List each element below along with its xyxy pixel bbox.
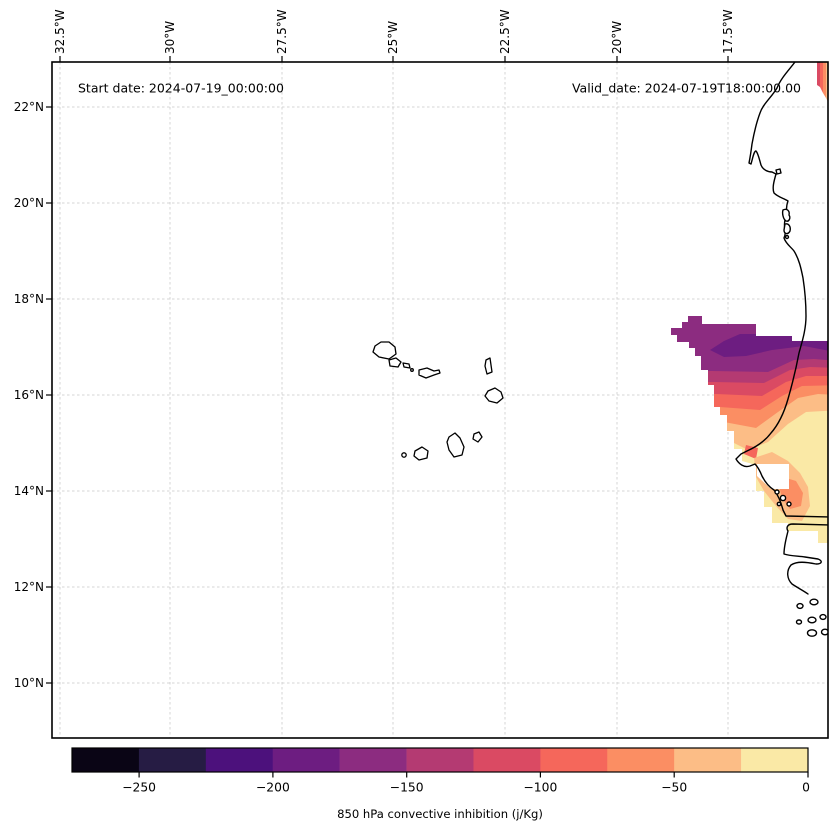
bijagos-island [819, 613, 827, 621]
arguin-island-1 [781, 208, 791, 222]
colorbar-segment [473, 748, 541, 772]
colorbar-segment [339, 748, 407, 772]
colorbar-tick-label: 0 [802, 781, 810, 795]
valid-date-annotation: Valid_date: 2024-07-19T18:00:00.00 [572, 81, 801, 96]
saloum-islet [786, 501, 792, 507]
start-date-annotation: Start date: 2024-07-19_00:00:00 [78, 81, 284, 96]
island-sal [484, 357, 493, 375]
colorbar-segment [138, 748, 207, 772]
lat-tick-label: 20°N [14, 196, 44, 210]
lat-tick-label: 14°N [14, 484, 44, 498]
cape-verde-islands [372, 341, 504, 461]
lon-tick-label: 27.5°W [275, 9, 289, 54]
coastal-salmon-pocket [744, 445, 758, 459]
colorbar-tick-labels: −250 −200 −150 −100 −50 0 [122, 781, 810, 795]
longitude-tick-labels: 32.5°W 30°W 27.5°W 25°W 22.5°W 20°W 17.5… [53, 9, 735, 54]
coastlines [372, 62, 828, 637]
colorbar-segment [72, 748, 140, 772]
island-sao-nicolau [418, 367, 441, 379]
bijagos-island [796, 602, 804, 610]
colorbar-segment [272, 748, 340, 772]
island-sao-vicente [388, 357, 402, 368]
colorbar-segment [607, 748, 675, 772]
island-boa-vista [484, 387, 504, 404]
lat-tick-label: 10°N [14, 676, 44, 690]
colorbar-tick-label: −150 [390, 781, 424, 795]
saloum-islet [776, 501, 782, 507]
colorbar-segment [741, 748, 808, 772]
bijagos-island [807, 616, 817, 624]
corner-band-orange [823, 62, 826, 98]
arguin-islet [784, 234, 790, 240]
axes-frame [51, 61, 829, 739]
colorbar-segment [406, 748, 474, 772]
gambia-casamance-coastline-path [783, 523, 828, 595]
islet-x [775, 168, 782, 175]
colorbar-tick-label: −100 [524, 781, 558, 795]
africa-coastline-path [735, 62, 828, 518]
colorbar-ticks [138, 772, 809, 778]
lon-tick-label: 17.5°W [721, 9, 735, 54]
colorbar-label: 850 hPa convective inhibition (j/Kg) [337, 807, 543, 821]
corner-band-salmon [820, 62, 823, 93]
lon-tick-label: 22.5°W [498, 9, 512, 54]
latitude-tick-labels: 22°N 20°N 18°N 16°N 14°N 12°N 10°N [14, 100, 44, 690]
bijagos-island [806, 629, 818, 637]
colorbar: −250 −200 −150 −100 −50 0 850 hPa convec… [71, 747, 810, 821]
islet [410, 368, 414, 372]
colorbar-segment [205, 748, 274, 772]
bijagos-island [820, 628, 828, 636]
colorbar-segments [72, 748, 808, 772]
lon-tick-label: 30°W [163, 21, 177, 54]
island-maio [472, 431, 483, 443]
lat-tick-label: 18°N [14, 292, 44, 306]
colorbar-tick-label: −50 [661, 781, 687, 795]
corner-band-pink [817, 62, 820, 87]
colorbar-tick-label: −200 [256, 781, 290, 795]
island-santiago [446, 432, 465, 458]
colorbar-segment [674, 748, 742, 772]
bijagos-island [809, 598, 819, 606]
lat-tick-label: 12°N [14, 580, 44, 594]
colorbar-tick-label: −250 [122, 781, 156, 795]
axis-ticks [46, 56, 729, 684]
arguin-island-2 [783, 223, 791, 235]
saloum-islet [779, 494, 787, 502]
island-fogo [413, 446, 429, 461]
lat-tick-label: 16°N [14, 388, 44, 402]
lon-tick-label: 20°W [610, 21, 624, 54]
dakar-white-notch [757, 464, 789, 489]
small-coastal-islands [774, 168, 828, 637]
colorbar-frame [71, 747, 809, 773]
island-brava [401, 452, 407, 458]
lon-tick-label: 32.5°W [53, 9, 67, 54]
graticule-gridlines [52, 62, 828, 738]
island-santa-luzia [402, 362, 411, 369]
lat-tick-label: 22°N [14, 100, 44, 114]
lon-tick-label: 25°W [386, 21, 400, 54]
colorbar-segment [540, 748, 608, 772]
saloum-islet [774, 489, 780, 495]
island-santo-antao [372, 341, 397, 360]
bijagos-island [795, 619, 803, 625]
